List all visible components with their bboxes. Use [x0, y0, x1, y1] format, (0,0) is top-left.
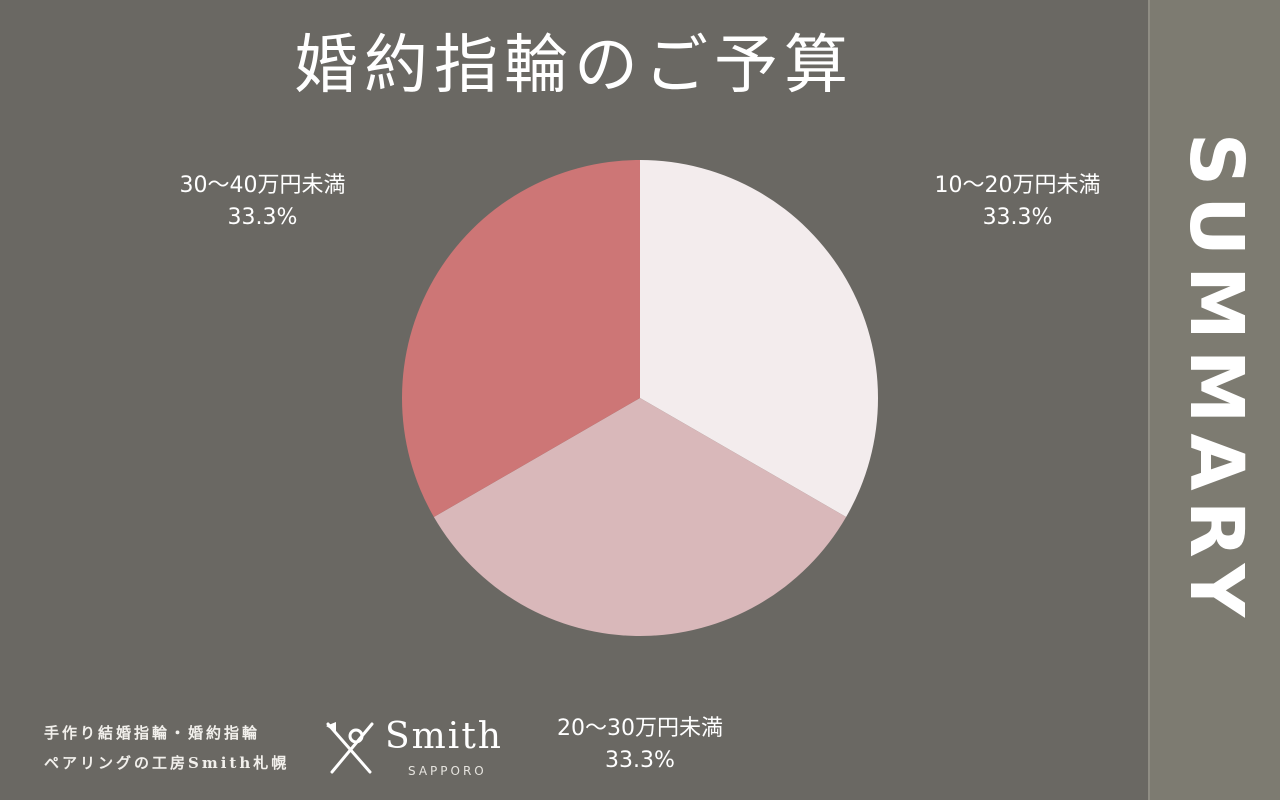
logo-tools-icon [326, 722, 374, 774]
slice-value-2: 33.3% [605, 748, 675, 773]
logo-sub: SAPPORO [408, 764, 487, 778]
footer-line-2: ペアリングの工房Smith札幌 [44, 754, 290, 772]
footer-line-1: 手作り結婚指輪・婚約指輪 [44, 724, 261, 742]
slice-label-3: 30〜40万円未満 [179, 173, 345, 198]
slice-value-3: 33.3% [228, 205, 298, 230]
side-label: SUMMARY [1173, 132, 1259, 628]
page-title: 婚約指輪のご予算 [294, 29, 854, 103]
slice-label-1: 10〜20万円未満 [935, 173, 1101, 198]
pie-slice-3 [402, 160, 640, 517]
slice-value-1: 33.3% [983, 205, 1053, 230]
logo-name: Smith [385, 716, 503, 757]
pie-slice-1 [640, 160, 879, 517]
pie-chart: 10〜20万円未満 33.3% 20〜30万円未満 33.3% 30〜40万円未満 33.… [179, 160, 1101, 773]
side-panel: SUMMARY [1148, 0, 1280, 800]
slice-label-2: 20〜30万円未満 [557, 716, 723, 741]
pie-slice-2 [433, 398, 847, 637]
